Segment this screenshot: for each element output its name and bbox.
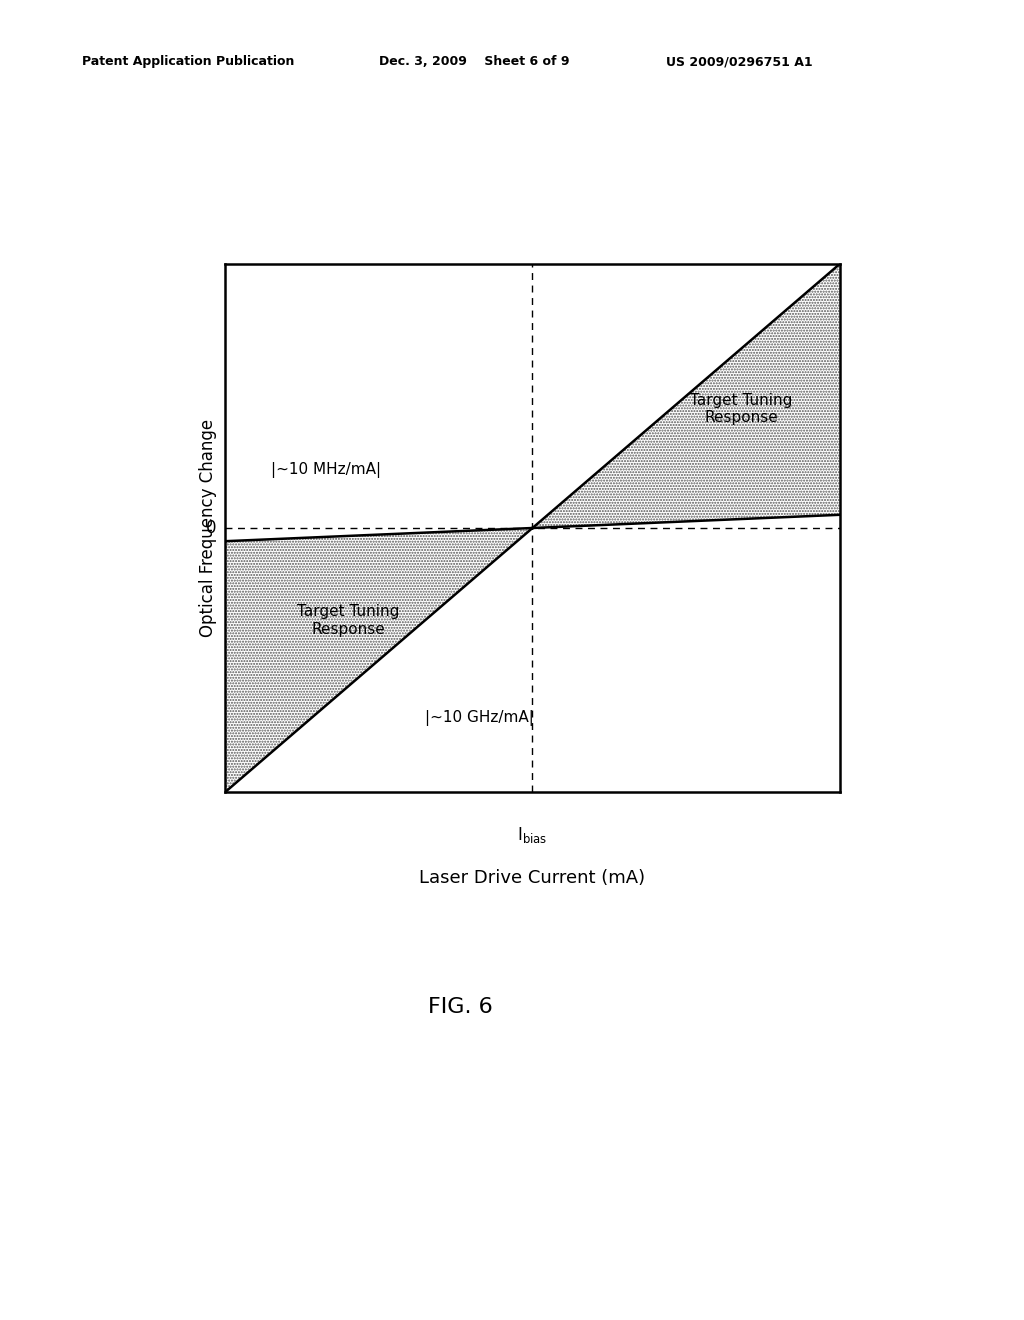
- Text: Laser Drive Current (mA): Laser Drive Current (mA): [420, 869, 645, 887]
- Text: 0: 0: [206, 519, 216, 537]
- Text: Dec. 3, 2009    Sheet 6 of 9: Dec. 3, 2009 Sheet 6 of 9: [379, 55, 569, 69]
- Text: FIG. 6: FIG. 6: [428, 997, 494, 1016]
- Text: US 2009/0296751 A1: US 2009/0296751 A1: [666, 55, 812, 69]
- Text: |~10 GHz/mA|: |~10 GHz/mA|: [425, 710, 534, 726]
- Y-axis label: Optical Frequency Change: Optical Frequency Change: [199, 418, 217, 638]
- Text: Target Tuning
Response: Target Tuning Response: [297, 605, 399, 636]
- Text: |~10 MHz/mA|: |~10 MHz/mA|: [271, 462, 382, 478]
- Text: I$_{\mathregular{bias}}$: I$_{\mathregular{bias}}$: [517, 825, 548, 845]
- Text: Patent Application Publication: Patent Application Publication: [82, 55, 294, 69]
- Text: Target Tuning
Response: Target Tuning Response: [690, 393, 793, 425]
